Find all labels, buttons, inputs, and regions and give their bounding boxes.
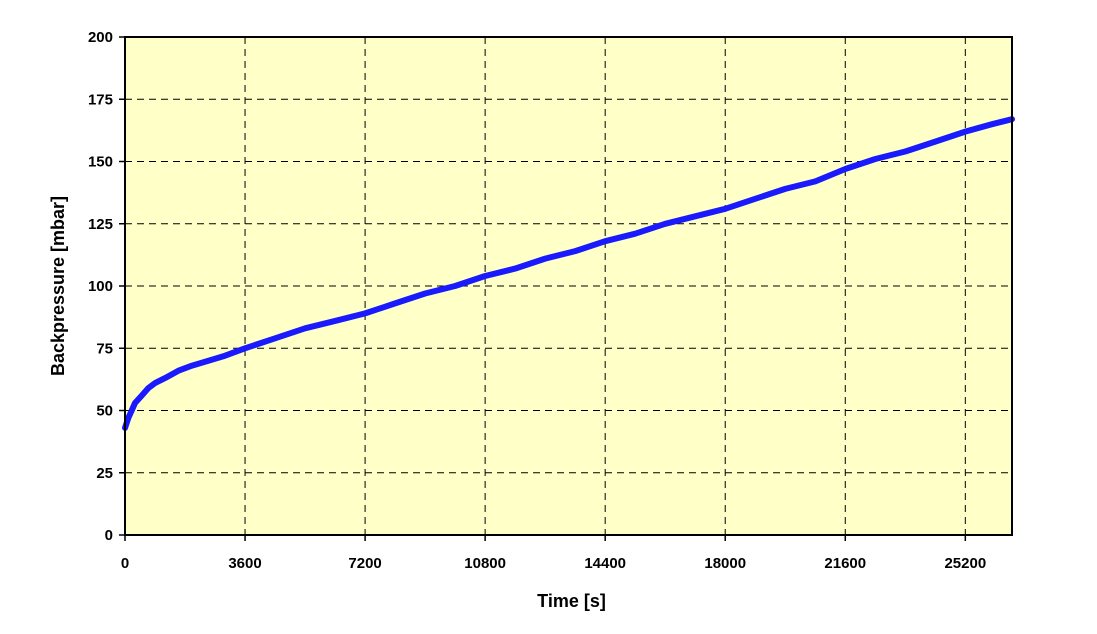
series-layer <box>122 116 1015 431</box>
y-tick-label: 175 <box>88 91 113 108</box>
y-tick-label: 125 <box>88 216 113 233</box>
x-tick-label: 14400 <box>584 555 626 572</box>
y-axis-title: Backpressure [mbar] <box>48 196 68 376</box>
data-series-line <box>122 116 1015 431</box>
y-tick-label: 75 <box>96 340 113 357</box>
x-tick-label: 0 <box>121 555 129 572</box>
y-tick-label: 0 <box>105 527 113 544</box>
x-tick-label: 18000 <box>704 555 746 572</box>
x-tick-label: 21600 <box>824 555 866 572</box>
x-tick-label: 7200 <box>348 555 381 572</box>
grid-lines <box>125 37 1012 535</box>
x-axis-title: Time [s] <box>537 591 606 611</box>
y-tick-label: 25 <box>96 465 113 482</box>
tick-labels: 0 25 50 75 100 125 150 175 200 0 3600 7200 10800 1440… <box>88 29 986 572</box>
y-tick-label: 50 <box>96 403 113 420</box>
y-tick-label: 150 <box>88 154 113 171</box>
x-tick-label: 25200 <box>944 555 986 572</box>
x-tick-label: 10800 <box>464 555 506 572</box>
y-tick-label: 200 <box>88 29 113 46</box>
y-tick-label: 100 <box>88 278 113 295</box>
x-tick-label: 3600 <box>228 555 261 572</box>
